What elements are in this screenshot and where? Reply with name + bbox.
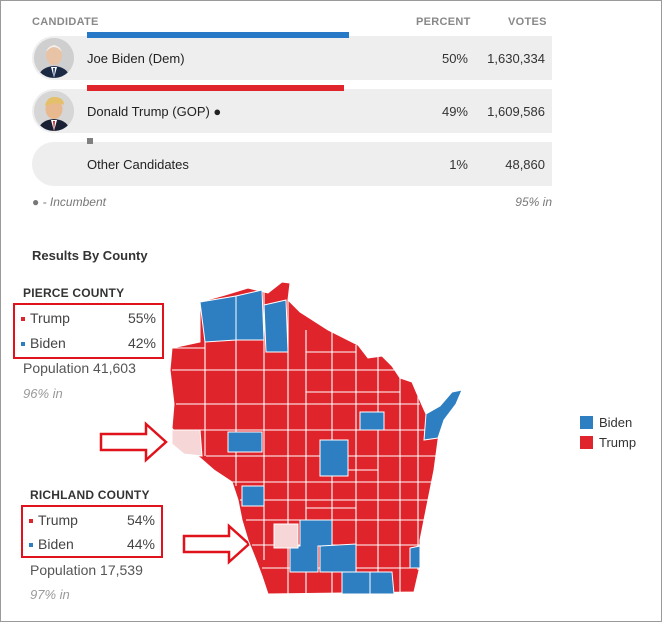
- legend-item-biden: Biden: [580, 415, 632, 430]
- county-biden: [359, 411, 385, 431]
- candidate-name: Other Candidates: [87, 157, 189, 172]
- county-biden: [341, 571, 371, 595]
- biden-swatch-icon: [580, 416, 593, 429]
- county-biden: [263, 299, 289, 353]
- candidate-percent: 1%: [449, 157, 468, 172]
- candidate-row-biden[interactable]: Joe Biden (Dem) 50% 1,630,334: [32, 32, 552, 80]
- section-title: Results By County: [32, 248, 148, 263]
- county-title-richland: RICHLAND COUNTY: [30, 488, 150, 502]
- vote-share-bar-biden: [87, 32, 349, 38]
- county-biden: [423, 389, 463, 441]
- candidate-percent: 50%: [441, 51, 468, 66]
- candidate-percent: 49%: [441, 104, 468, 119]
- county-highlight-pierce: [171, 429, 203, 457]
- county-trump-percent: 54%: [126, 512, 155, 528]
- candidate-name: Joe Biden (Dem): [87, 51, 185, 66]
- arrow-icon-pierce: [99, 421, 168, 463]
- county-biden-percent: 42%: [127, 335, 156, 351]
- county-result-box-pierce: Trump 55% Biden 42%: [13, 303, 164, 359]
- column-header-percent: PERCENT: [416, 16, 471, 28]
- vote-share-bar-other: [87, 138, 93, 144]
- county-biden-line: Biden: [21, 335, 66, 351]
- county-biden-percent: 44%: [126, 536, 155, 552]
- trump-square-icon: [29, 519, 33, 524]
- candidate-votes: 48,860: [505, 157, 545, 172]
- incumbent-footnote: ● - Incumbent: [32, 195, 106, 209]
- county-highlight-richland: [273, 523, 299, 549]
- candidate-name: Donald Trump (GOP) ●: [87, 104, 222, 119]
- trump-swatch-icon: [580, 436, 593, 449]
- county-title-pierce: PIERCE COUNTY: [23, 286, 125, 300]
- county-trump-line: Trump: [21, 310, 70, 326]
- county-trump-percent: 55%: [127, 310, 156, 326]
- county-reporting: 97% in: [30, 587, 70, 602]
- avatar-biden: [34, 38, 74, 78]
- county-biden-line: Biden: [29, 536, 74, 552]
- wisconsin-map: [169, 281, 463, 595]
- candidate-votes: 1,630,334: [487, 51, 545, 66]
- candidate-row-other[interactable]: Other Candidates 1% 48,860: [32, 138, 552, 186]
- county-biden: [369, 571, 395, 595]
- county-population: Population 41,603: [23, 360, 136, 376]
- candidate-votes: 1,609,586: [487, 104, 545, 119]
- column-header-candidate: CANDIDATE: [32, 16, 99, 28]
- column-header-votes: VOTES: [508, 16, 547, 28]
- biden-square-icon: [21, 342, 25, 347]
- county-population: Population 17,539: [30, 562, 143, 578]
- county-biden: [235, 289, 265, 341]
- reporting-status: 95% in: [515, 195, 552, 209]
- arrow-icon-richland: [182, 523, 251, 565]
- vote-share-bar-trump: [87, 85, 344, 91]
- county-biden: [319, 543, 357, 573]
- county-biden: [319, 439, 349, 477]
- legend-item-trump: Trump: [580, 435, 636, 450]
- avatar-trump: [34, 91, 74, 131]
- candidate-row-trump[interactable]: Donald Trump (GOP) ● 49% 1,609,586: [32, 85, 552, 133]
- county-biden: [409, 545, 421, 569]
- county-biden: [199, 295, 237, 343]
- county-trump-line: Trump: [29, 512, 78, 528]
- county-reporting: 96% in: [23, 386, 63, 401]
- county-result-box-richland: Trump 54% Biden 44%: [21, 505, 163, 558]
- county-biden: [227, 431, 263, 453]
- biden-square-icon: [29, 543, 33, 548]
- trump-square-icon: [21, 317, 25, 322]
- county-biden: [241, 485, 265, 507]
